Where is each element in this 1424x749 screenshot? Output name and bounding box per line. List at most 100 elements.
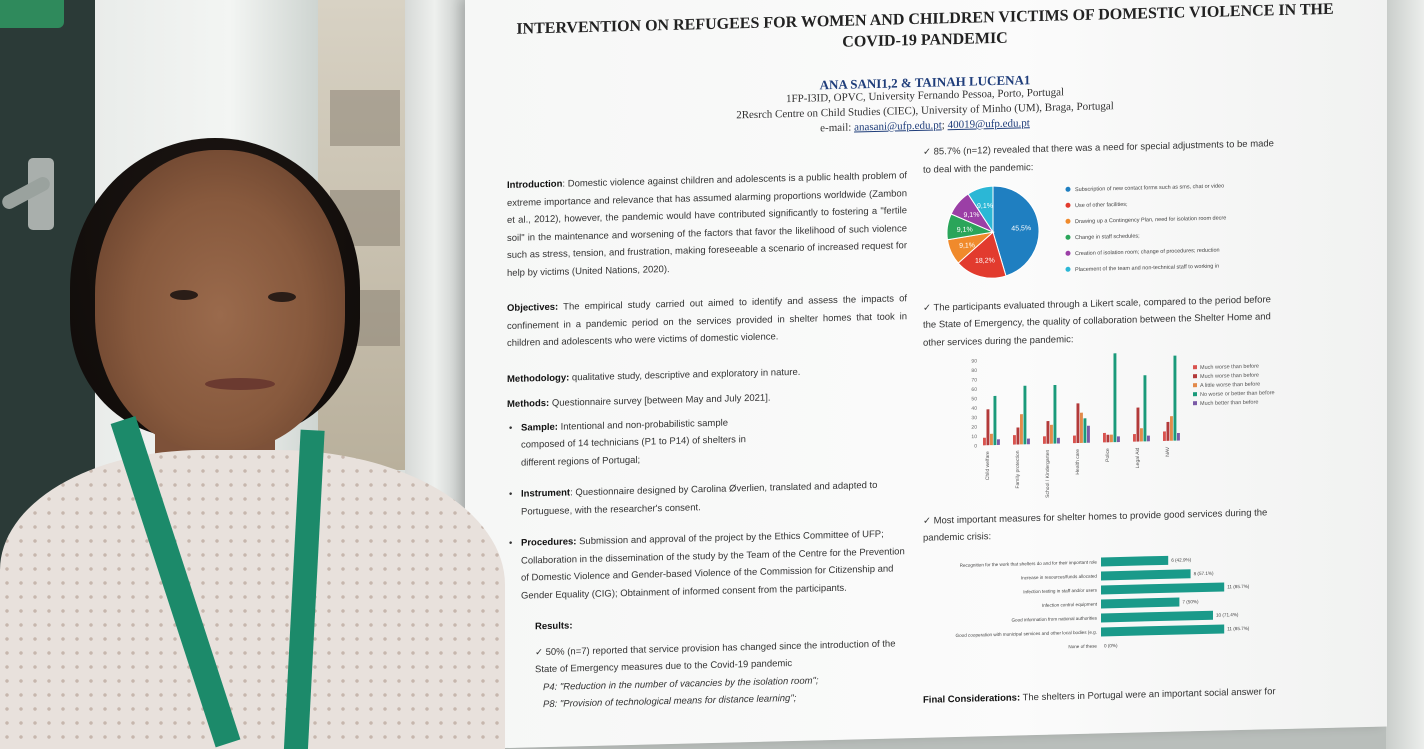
methodology-text: qualitative study, descriptive and explo… (569, 366, 801, 383)
bar (983, 437, 986, 446)
legend-swatch (1193, 383, 1197, 388)
legend-entry: A little worse than before (1200, 382, 1260, 389)
adjustments-pie-chart: 45,5% 18,2% 9,1% 9,1% 9,1% 9,1% Subscription o… (946, 183, 1226, 279)
bar (1057, 437, 1060, 444)
y-tick-label: 40 (971, 406, 977, 412)
procedures-label: Procedures: (521, 536, 577, 549)
bar (1043, 436, 1046, 444)
bar (1166, 421, 1170, 441)
methods-text: Questionnaire survey [between May and Ju… (549, 392, 771, 409)
x-tick-label: Child welfare (985, 451, 991, 480)
bar (1087, 425, 1090, 443)
poster-board-frame-right (1386, 0, 1424, 749)
x-tick-label: School / Kindergarten (1045, 449, 1051, 497)
bar (1117, 436, 1120, 443)
y-category-label: Good information from national authoriti… (1011, 615, 1097, 622)
bar (1073, 435, 1076, 444)
bar (1143, 375, 1147, 442)
results-label: Results: (535, 620, 573, 633)
bar (1016, 427, 1020, 445)
methods-label: Methods: (507, 397, 550, 410)
objectives-label: Objectives: (507, 301, 559, 314)
bar (1136, 407, 1140, 442)
legend-entry: Much worse than before (1200, 364, 1259, 371)
pie-slice (992, 185, 1040, 277)
bar (1053, 384, 1057, 444)
y-tick-label: 30 (971, 415, 977, 421)
y-tick-label: 60 (971, 387, 977, 393)
result-likert: The participants evaluated through a Lik… (923, 291, 1283, 352)
legend-swatch (1065, 218, 1071, 224)
bar (1106, 434, 1110, 443)
legend-entry: Change in staff schedules; (1075, 233, 1140, 241)
y-category-label: Recognition for the work that shelters d… (960, 559, 1098, 567)
sample-label: Sample: (521, 421, 558, 434)
bar (1163, 431, 1166, 441)
bar (1173, 355, 1177, 441)
y-tick-label: 80 (971, 368, 977, 374)
bar-data-label: 11 (85.7%) (1227, 625, 1250, 631)
poster-title: INTERVENTION ON REFUGEES FOR WOMEN AND C… (516, 0, 1334, 51)
bar-data-label: 6 (42.9%) (1171, 557, 1191, 562)
pie-data-label: 9,1% (977, 203, 993, 210)
bar-data-label: 11 (85.7%) (1227, 583, 1250, 589)
window-pane (330, 90, 400, 146)
intro-text: : Domestic violence against children and… (507, 170, 907, 279)
bar (1103, 432, 1106, 443)
legend-swatch (1193, 392, 1197, 397)
x-tick-label: Health care (1075, 449, 1081, 475)
pie-data-label: 45,5% (1011, 225, 1031, 232)
right-column: 85.7% (n=12) revealed that there was a n… (923, 135, 1283, 709)
pie-data-label: 18,2% (975, 257, 995, 264)
y-category-label: Infection testing in staff and/or users (1023, 587, 1097, 594)
legend-entry: Use of other facilities; (1075, 202, 1128, 209)
y-tick-label: 70 (971, 377, 977, 383)
legend-swatch (1193, 401, 1197, 406)
procedures-text: Submission and approval of the project b… (521, 528, 905, 602)
legend-swatch (1065, 234, 1071, 240)
bar (990, 433, 993, 446)
bar (1110, 434, 1113, 443)
y-category-label: None of these (1068, 643, 1097, 649)
bar-data-label: 0 (0%) (1104, 643, 1118, 648)
instrument-bullet: Instrument: Questionnaire designed by Ca… (521, 476, 907, 520)
instrument-label: Instrument (521, 487, 571, 500)
bar (1020, 414, 1023, 445)
mouth (205, 378, 275, 390)
left-column: Introduction: Domestic violence against … (507, 167, 907, 714)
measures-bar-chart: Recognition for the work that shelters d… (956, 555, 1250, 649)
bar (1046, 421, 1050, 444)
email-link-1: anasani@ufp.edu.pt (854, 119, 942, 134)
pie-data-label: 9,1% (957, 227, 973, 234)
instrument-text: : Questionnaire designed by Carolina Øve… (521, 479, 878, 518)
final-considerations: Final Considerations: The shelters in Po… (923, 683, 1283, 709)
methodology-label: Methodology: (507, 371, 570, 385)
legend-entry: Placement of the team and non-technical … (1075, 264, 1219, 274)
left-eye (170, 290, 198, 300)
procedures-bullet: Procedures: Submission and approval of t… (521, 525, 907, 604)
y-tick-label: 0 (974, 443, 977, 449)
bar-data-label: 10 (71.4%) (1216, 612, 1239, 618)
y-category-label: Infection control equipment (1042, 601, 1098, 607)
legend-entry: Creation of isolation room; change of pr… (1075, 248, 1220, 258)
bar (1177, 432, 1180, 441)
legend-swatch (1193, 365, 1197, 370)
bar (1080, 412, 1083, 443)
bar (1101, 610, 1213, 622)
bar (1083, 418, 1087, 443)
x-tick-label: NAV (1165, 446, 1171, 457)
bar (1101, 555, 1169, 566)
final-text: The shelters in Portugal were an importa… (1020, 686, 1276, 704)
pie-slice (967, 185, 994, 234)
green-sign (0, 0, 64, 28)
legend-entry: No worse or better than before (1200, 390, 1275, 398)
legend-swatch (1065, 266, 1071, 272)
objectives-section: Objectives: The empirical study carried … (507, 290, 907, 352)
x-tick-label: Legal Aid (1135, 447, 1141, 468)
x-tick-label: Police (1105, 448, 1111, 462)
y-tick-label: 20 (971, 425, 977, 431)
legend-swatch (1065, 202, 1071, 208)
sample-bullet: Sample: Intentional and non-probabilisti… (521, 413, 756, 471)
bar-data-label: 7 (50%) (1182, 599, 1199, 604)
pie-slice (957, 231, 1007, 279)
